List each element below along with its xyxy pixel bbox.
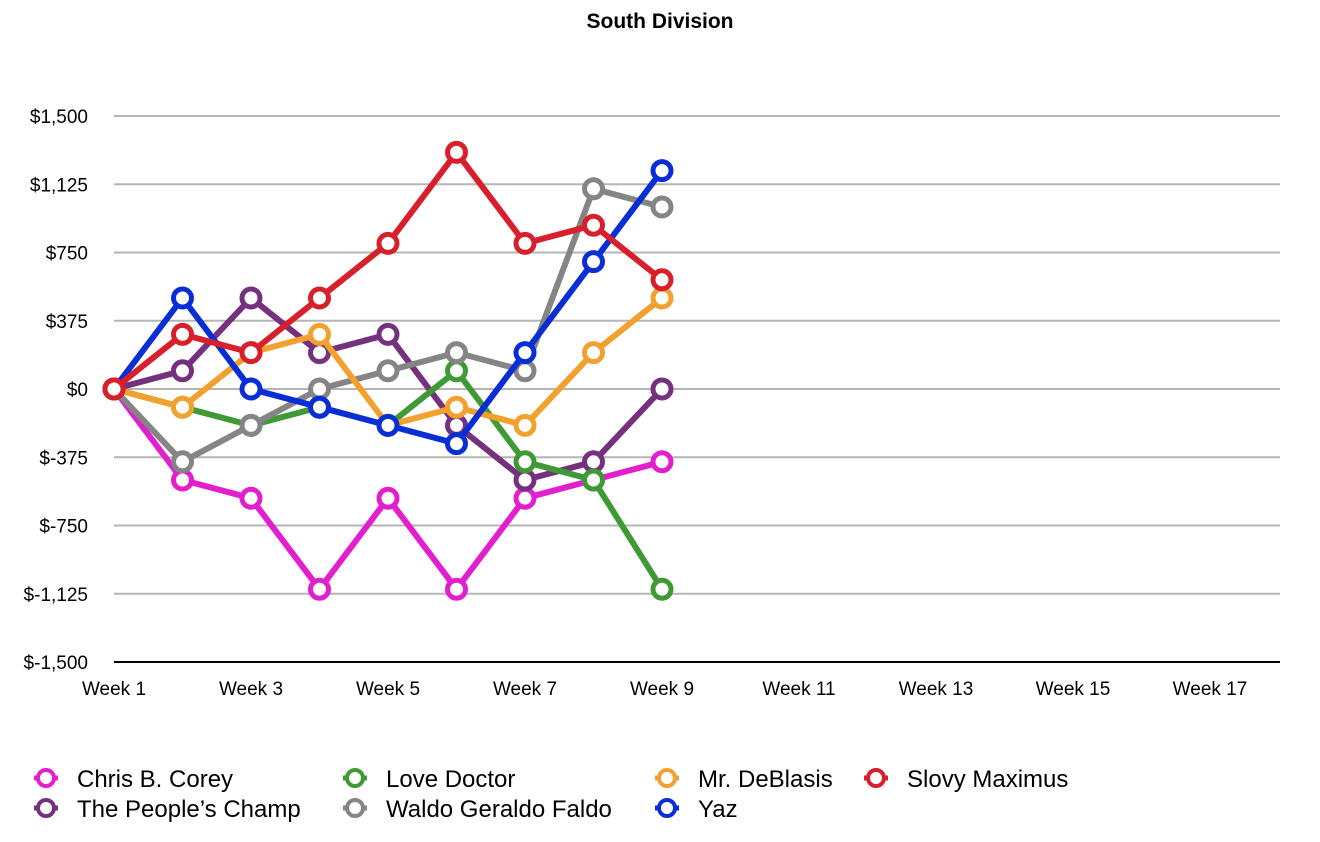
data-point [650, 195, 674, 219]
data-point [650, 577, 674, 601]
chart-title: South Division [586, 10, 734, 33]
data-point [376, 359, 400, 383]
legend-label: Chris B. Corey [77, 766, 233, 793]
legend-marker [657, 768, 677, 788]
data-point [171, 468, 194, 492]
y-tick-label: $-1,500 [24, 653, 88, 674]
legend-label: Mr. DeBlasis [698, 766, 833, 793]
data-point [308, 286, 331, 310]
data-point [376, 322, 400, 346]
data-point [308, 377, 331, 401]
data-point [239, 486, 263, 510]
grid-lines [114, 115, 1280, 595]
y-tick-label: $-375 [39, 448, 88, 469]
legend-item: Mr. DeBlasis [655, 766, 833, 793]
legend-item: Love Doctor [343, 766, 515, 793]
data-point [102, 377, 126, 401]
data-point [513, 468, 537, 492]
data-point [376, 413, 400, 437]
data-point [171, 450, 194, 474]
data-point [239, 341, 263, 365]
legend-marker [36, 798, 56, 818]
data-point [513, 341, 537, 365]
x-tick-label: Week 17 [1173, 679, 1248, 700]
data-point [650, 268, 674, 292]
data-point [650, 286, 674, 310]
x-tick-label: Week 15 [1036, 679, 1111, 700]
axes: $1,500 $1,125 $750 $375 $0 $-375 $-750 $-1,125 $… [24, 107, 1280, 700]
data-point [239, 413, 263, 437]
data-point [513, 486, 537, 510]
legend-item: Chris B. Corey [34, 766, 233, 793]
data-point [308, 395, 331, 419]
data-point [582, 213, 605, 237]
data-point [582, 177, 605, 201]
legend-marker [345, 798, 365, 818]
series-line [111, 367, 665, 593]
data-point [582, 341, 605, 365]
data-point [171, 359, 194, 383]
legend-item: The People’s Champ [34, 796, 301, 823]
x-tick-label: Week 9 [630, 679, 694, 700]
data-point [376, 231, 400, 255]
series-waldo-geraldo-faldo [102, 177, 674, 474]
legend-marker [345, 768, 365, 788]
data-point [650, 159, 674, 183]
series-chris-b-corey [102, 377, 674, 601]
data-point [650, 450, 674, 474]
x-tick-label: Week 3 [219, 679, 283, 700]
data-point [308, 577, 331, 601]
legend-marker [866, 768, 886, 788]
y-tick-label: $-1,125 [24, 585, 88, 606]
x-tick-label: Week 13 [899, 679, 974, 700]
data-point [445, 432, 468, 456]
y-tick-label: $375 [46, 312, 88, 333]
legend-item: Slovy Maximus [864, 766, 1068, 793]
data-point [445, 140, 468, 164]
legend-marker [657, 798, 677, 818]
y-tick-label: $-750 [39, 517, 88, 538]
data-point [171, 322, 194, 346]
data-point [445, 359, 468, 383]
legend-label: The People’s Champ [77, 796, 301, 823]
data-point [513, 413, 537, 437]
legend-marker [36, 768, 56, 788]
x-tick-label: Week 7 [493, 679, 557, 700]
series-line [111, 167, 665, 447]
data-point [171, 286, 194, 310]
data-point [650, 377, 674, 401]
x-tick-label: Week 5 [356, 679, 420, 700]
data-point [445, 577, 468, 601]
data-point [376, 486, 400, 510]
data-point [582, 250, 605, 274]
data-point [239, 286, 263, 310]
data-point [582, 468, 605, 492]
legend-label: Love Doctor [386, 766, 515, 793]
data-point [445, 341, 468, 365]
x-tick-label: Week 1 [82, 679, 146, 700]
x-tick-label: Week 11 [762, 679, 835, 700]
y-tick-label: $1,500 [30, 107, 88, 128]
legend: Chris B. Corey Love Doctor Mr. DeBlasis Slo… [34, 766, 1068, 823]
legend-label: Slovy Maximus [907, 766, 1068, 793]
data-point [513, 450, 537, 474]
data-point [239, 377, 263, 401]
series-slovy-maximus [102, 140, 674, 401]
legend-item: Yaz [655, 796, 738, 823]
data-point [582, 450, 605, 474]
data-point [171, 395, 194, 419]
data-point [308, 322, 331, 346]
legend-label: Waldo Geraldo Faldo [386, 796, 612, 823]
y-tick-label: $0 [67, 380, 88, 401]
data-point [445, 395, 468, 419]
series-lines [102, 140, 674, 601]
y-tick-label: $750 [46, 244, 88, 265]
legend-item: Waldo Geraldo Faldo [343, 796, 612, 823]
data-point [513, 231, 537, 255]
legend-label: Yaz [698, 796, 738, 823]
y-tick-label: $1,125 [30, 175, 88, 196]
